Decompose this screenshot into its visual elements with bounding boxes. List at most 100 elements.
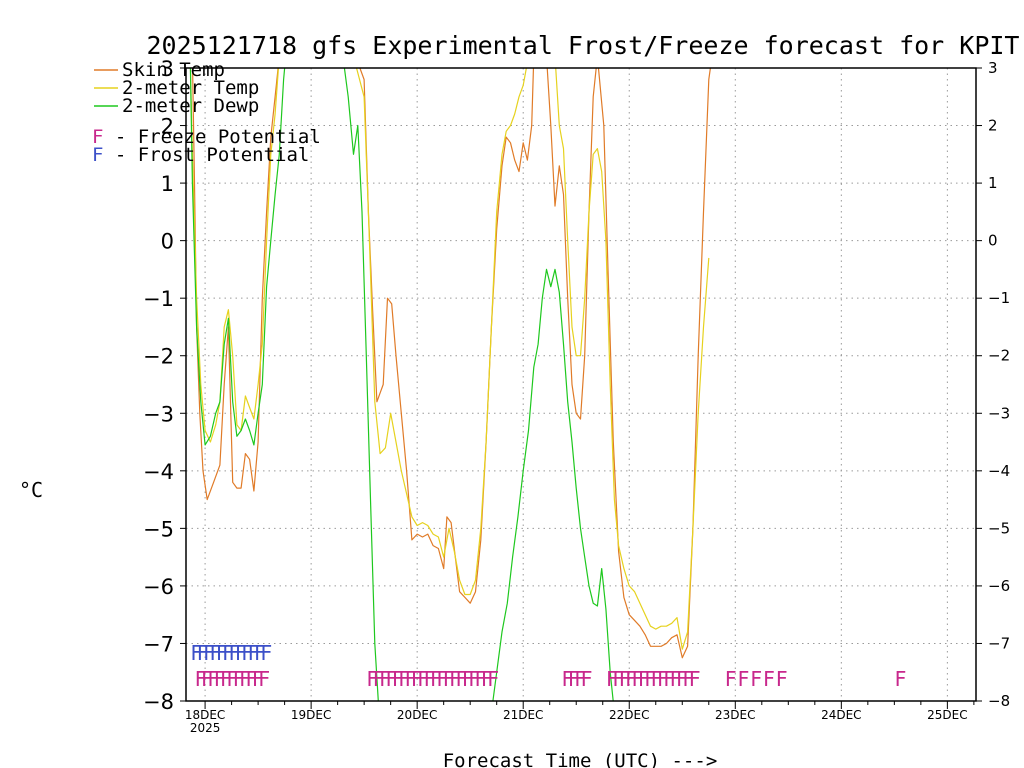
y-tick-label-right: −1 — [988, 289, 1010, 307]
freeze-potential-mark: F — [474, 667, 486, 691]
y-tick-label-right: −8 — [988, 692, 1010, 710]
y-tick-label-right: −6 — [988, 577, 1010, 595]
freeze-potential-mark: F — [776, 667, 788, 691]
freeze-potential-mark: F — [417, 667, 429, 691]
potential-legend-text: - Frost Potential — [103, 144, 309, 166]
freeze-potential-mark: F — [468, 667, 480, 691]
series-lines — [189, 68, 712, 701]
freeze-potential-mark: F — [481, 667, 493, 691]
freeze-potential-mark: F — [625, 667, 637, 691]
freeze-potential-mark: F — [385, 667, 397, 691]
freeze-potential-mark: F — [574, 667, 586, 691]
frost-potential-mark: F — [254, 641, 266, 665]
y-tick-label-left: −2 — [143, 345, 174, 369]
y-tick-label-right: 0 — [988, 232, 998, 250]
freeze-potential-mark: F — [252, 667, 264, 691]
freeze-potential-mark: F — [245, 667, 257, 691]
y-tick-label-right: 3 — [988, 59, 998, 77]
frost-potential-mark: F — [228, 641, 240, 665]
freeze-potential-mark: F — [689, 667, 701, 691]
freeze-potential-mark: F — [657, 667, 669, 691]
freeze-potential-mark: F — [430, 667, 442, 691]
freeze-potential-mark: F — [194, 667, 206, 691]
frost-potential-mark: F — [248, 641, 260, 665]
freeze-potential-mark: F — [392, 667, 404, 691]
x-tick-label: 24DEC — [821, 708, 861, 722]
axes: 3 3 2 2 1 1 0 0 −1 −1 −2 −2 −3 −3 −4 −4 −5 −5 −6 −6 −7 −7 −8 −8… — [143, 57, 1010, 735]
frost-potential-mark: F — [235, 641, 247, 665]
freeze-potential-mark: F — [379, 667, 391, 691]
freeze-potential-mark: F — [561, 667, 573, 691]
y-axis-label: °C — [19, 478, 43, 502]
freeze-potential-mark: F — [424, 667, 436, 691]
x-axis-label: Forecast Time (UTC) ---> — [443, 750, 718, 768]
x-tick-sublabel: 2025 — [190, 721, 221, 735]
y-tick-label-right: −4 — [988, 462, 1010, 480]
freeze-potential-mark: F — [443, 667, 455, 691]
potential-legend-label: F - Frost Potential — [92, 144, 309, 166]
freeze-potential-mark: F — [404, 667, 416, 691]
x-tick-label: 20DEC — [397, 708, 437, 722]
freeze-potential-mark: F — [650, 667, 662, 691]
potential-legend-text: - Freeze Potential — [103, 126, 320, 148]
freeze-potential-mark: F — [214, 667, 226, 691]
freeze-potential-mark: F — [580, 667, 592, 691]
freeze-potential-mark: F — [411, 667, 423, 691]
freeze-potential-mark: F — [366, 667, 378, 691]
freeze-potential-mark: F — [207, 667, 219, 691]
grid — [186, 68, 976, 701]
x-tick-label: 22DEC — [609, 708, 649, 722]
y-tick-label-left: 1 — [161, 172, 174, 196]
frost-potential-mark: F — [209, 641, 221, 665]
freeze-potential-mark: F — [750, 667, 762, 691]
y-tick-label-right: 1 — [988, 174, 998, 192]
frost-potential-mark: F — [203, 641, 215, 665]
frost-potential-mark: F — [222, 641, 234, 665]
plot-frame — [185, 67, 977, 702]
freeze-potential-mark: F — [233, 667, 245, 691]
y-tick-label-left: 3 — [161, 57, 174, 81]
series-line-2-meter-dewp — [189, 68, 614, 701]
series-line-skin-temp — [191, 68, 712, 659]
freeze-potential-mark: F — [670, 667, 682, 691]
y-tick-label-left: −4 — [143, 460, 174, 484]
y-tick-label-left: −3 — [143, 402, 174, 426]
y-tick-label-left: −5 — [143, 517, 174, 541]
freeze-potential-mark: F — [487, 667, 499, 691]
y-tick-label-left: −8 — [143, 690, 174, 714]
potential-legend-letter: F — [92, 126, 103, 148]
frost-potential-mark: F — [260, 641, 272, 665]
x-tick-label: 18DEC — [185, 708, 225, 722]
freeze-potential-mark: F — [676, 667, 688, 691]
x-tick-label: 21DEC — [503, 708, 543, 722]
freeze-potential-mark: F — [449, 667, 461, 691]
potential-legend-label: F - Freeze Potential — [92, 126, 321, 148]
y-tick-label-right: −5 — [988, 519, 1010, 537]
y-tick-label-right: 2 — [988, 117, 998, 135]
y-tick-label-left: −6 — [143, 575, 174, 599]
freeze-potential-mark: F — [258, 667, 270, 691]
freeze-potential-mark: F — [612, 667, 624, 691]
frost-potential-mark: F — [241, 641, 253, 665]
freeze-potential-mark: F — [373, 667, 385, 691]
y-tick-label-left: 0 — [161, 230, 174, 254]
freeze-potential-mark: F — [725, 667, 737, 691]
freeze-potential-mark: F — [644, 667, 656, 691]
freeze-potential-mark: F — [894, 667, 906, 691]
frost-potential-mark: F — [216, 641, 228, 665]
potential-legend-letter: F — [92, 144, 103, 166]
freeze-potential-mark: F — [737, 667, 749, 691]
freeze-potential-mark: F — [606, 667, 618, 691]
freeze-potential-mark: F — [682, 667, 694, 691]
y-tick-label-right: −3 — [988, 404, 1010, 422]
freeze-potential-mark: F — [619, 667, 631, 691]
freeze-potential-mark: F — [631, 667, 643, 691]
legend-label: 2-meter Dewp — [122, 95, 259, 117]
frost-potential-mark: F — [190, 641, 202, 665]
freeze-potential-mark: F — [226, 667, 238, 691]
y-tick-label-left: −1 — [143, 287, 174, 311]
series-line-2-meter-temp — [189, 68, 710, 650]
x-tick-label: 23DEC — [715, 708, 755, 722]
